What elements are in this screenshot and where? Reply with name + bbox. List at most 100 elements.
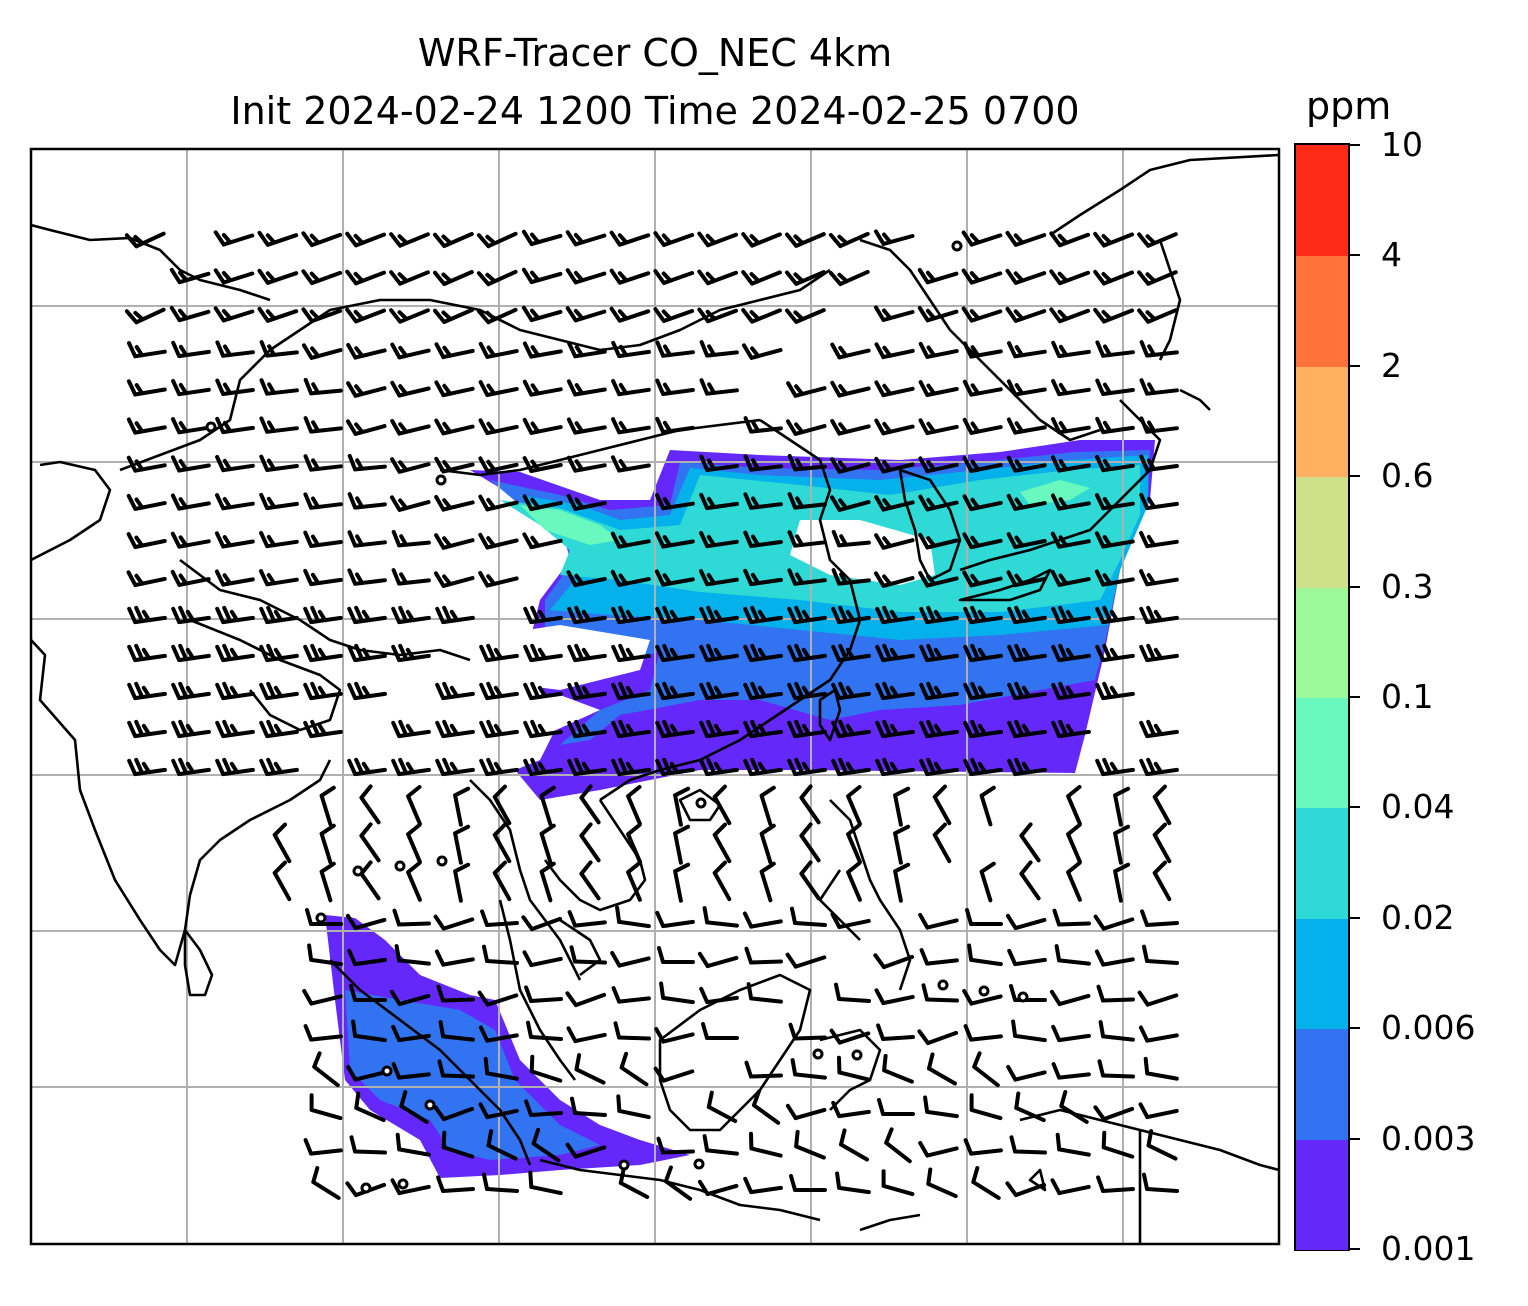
wind-barb [127, 719, 167, 739]
wind-barb [1014, 1091, 1046, 1123]
wind-barb [794, 1129, 826, 1160]
wind-barb [171, 719, 211, 739]
wind-barb [389, 232, 430, 248]
wind-barb [1095, 493, 1135, 511]
wind-barb [979, 785, 996, 827]
wind-barb [659, 981, 695, 1005]
wind-barb [967, 943, 1003, 967]
colorbar-tick-mark [1350, 916, 1360, 919]
colorbar-segment [1296, 255, 1348, 367]
wind-barb [259, 757, 299, 777]
wind-barb [655, 910, 695, 929]
wind-barb [1142, 1172, 1179, 1193]
wind-barb [434, 533, 475, 550]
wind-barb [699, 605, 739, 625]
colorbar-segment [1296, 917, 1348, 1030]
wind-barb [1050, 1178, 1091, 1196]
wind-barb [257, 230, 299, 247]
wind-barb [1113, 862, 1131, 903]
wind-barb [433, 1105, 475, 1122]
wind-barb [492, 860, 512, 902]
wind-barb [963, 1024, 1003, 1042]
wind-barb [918, 532, 959, 550]
wind-barb [478, 418, 519, 436]
wind-barb [846, 785, 862, 826]
wind-barb [215, 605, 255, 625]
wind-barb [395, 1132, 431, 1157]
wind-barb [962, 456, 1003, 473]
wind-barb [390, 1178, 431, 1196]
wind-barb [347, 453, 387, 472]
wind-barb [319, 823, 336, 865]
wind-barb [171, 643, 211, 663]
wind-barb [389, 308, 430, 324]
wind-barb [345, 231, 386, 248]
wind-barb [565, 306, 607, 323]
wind-barb [347, 948, 387, 967]
wind-barb [787, 530, 827, 548]
wind-barb [787, 492, 827, 510]
wind-barb [307, 943, 343, 967]
wind-barb [345, 913, 387, 931]
wind-barb [785, 308, 826, 324]
wind-barb [875, 605, 915, 625]
wind-barb [831, 681, 871, 701]
colorbar-segment [1296, 476, 1348, 588]
wind-barb [1095, 643, 1135, 663]
wind-barb [1007, 605, 1047, 625]
wind-barb [1066, 861, 1082, 902]
wind-barb [303, 719, 343, 739]
colorbar-tick-label: 0.02 [1381, 897, 1455, 937]
wind-barb [919, 948, 959, 966]
colorbar-unit: ppm [1306, 84, 1392, 128]
wind-barb [259, 492, 299, 511]
wind-barb [874, 380, 915, 398]
wind-barb [1051, 643, 1091, 663]
colorbar-tick-mark [1350, 806, 1360, 809]
wind-barb [965, 908, 1003, 926]
wind-barb [1113, 824, 1131, 865]
wind-barb [569, 945, 607, 965]
wind-barb [434, 342, 475, 360]
wind-barb [127, 341, 167, 359]
wind-barb [1098, 1020, 1135, 1042]
wind-barb [312, 1051, 340, 1088]
wind-barb [655, 378, 695, 396]
wind-barb [610, 531, 651, 549]
wind-barb [1143, 1056, 1179, 1081]
wind-barb [918, 418, 959, 436]
wind-barb [435, 681, 475, 701]
wind-barb [759, 823, 776, 865]
wind-barb [567, 757, 607, 777]
wind-barb [1066, 785, 1082, 826]
wind-barb [215, 493, 255, 511]
wind-barb [1139, 492, 1179, 511]
colorbar-segment [1296, 697, 1348, 809]
wind-barb [523, 643, 563, 663]
wind-barb [611, 379, 651, 397]
colorbar-tick-mark [1350, 696, 1360, 698]
wind-barb [522, 494, 563, 512]
colorbar-tick-mark [1350, 254, 1360, 257]
wind-barb [743, 643, 783, 663]
wind-barb [611, 643, 651, 663]
wind-barb [1096, 984, 1135, 1003]
wind-barb [566, 455, 607, 473]
wind-barb [478, 571, 519, 588]
wind-barb [701, 1022, 739, 1040]
colorbar-tick-mark [1350, 585, 1360, 588]
wind-barb [932, 784, 952, 826]
wind-barb [846, 861, 862, 902]
wind-barb [392, 908, 431, 927]
wind-barb [303, 492, 343, 510]
wind-barb [655, 416, 695, 435]
wind-barb [126, 493, 167, 511]
wind-barb [574, 1053, 606, 1085]
wind-barb [830, 495, 871, 512]
wind-barb [785, 952, 827, 969]
wind-barb [787, 757, 827, 777]
wind-barb [699, 340, 739, 358]
wind-barb [746, 982, 783, 1004]
wind-barb [1005, 1181, 1047, 1198]
wind-barb [521, 267, 563, 285]
